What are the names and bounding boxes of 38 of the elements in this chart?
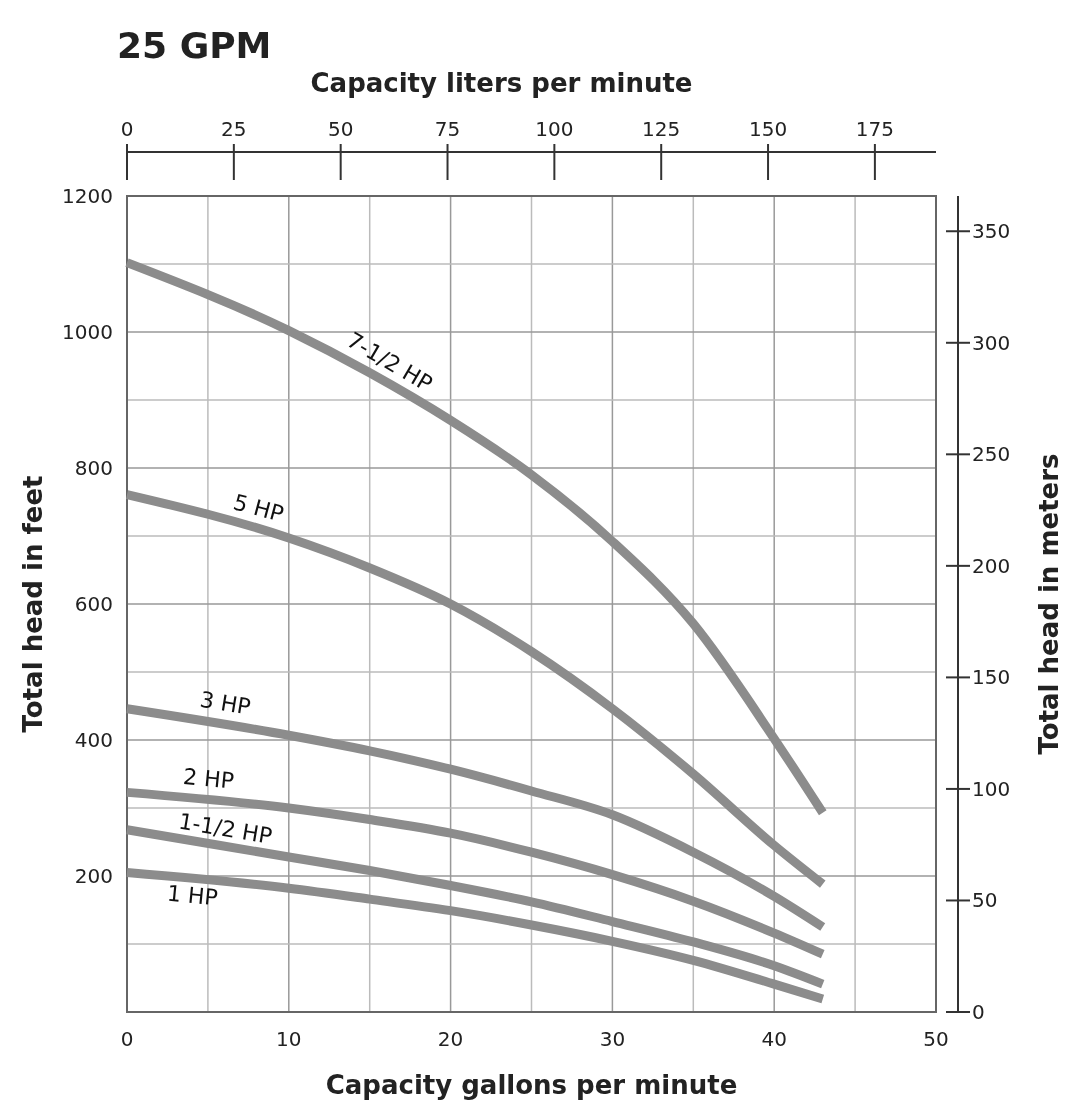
text: 3 HP (198, 686, 253, 720)
y2-axis-title: Total head in meters (1034, 453, 1064, 755)
y2-tick-label: 150 (972, 665, 1011, 690)
x2-tick-label: 150 (748, 117, 788, 141)
text: 5 HP (230, 489, 287, 527)
x-tick-label: 40 (761, 1027, 787, 1051)
x-tick-label: 10 (276, 1027, 302, 1051)
y-tick-label: 1200 (62, 184, 113, 208)
y2-tick-label: 0 (972, 1000, 985, 1024)
text: 1 HP (165, 880, 219, 911)
y-axis-title: Total head in feet (18, 475, 48, 733)
x-tick-label: 20 (437, 1027, 464, 1051)
x2-tick-label: 175 (855, 117, 894, 141)
text: 1-1/2 HP (176, 808, 274, 849)
y2-tick-label: 250 (972, 442, 1011, 467)
y2-tick-label: 100 (972, 776, 1011, 801)
y2-tick-label: 200 (972, 553, 1011, 578)
chart-title: 25 GPM (117, 25, 272, 66)
x-axis-title: Capacity gallons per minute (325, 1070, 738, 1100)
y-tick-label: 800 (74, 456, 113, 480)
x-tick-label: 0 (120, 1027, 134, 1051)
x2-axis-title: Capacity liters per minute (310, 68, 693, 98)
y-tick-label: 400 (74, 728, 113, 752)
x2-tick-label: 0 (120, 117, 134, 141)
y-tick-label: 200 (74, 864, 113, 888)
x2-tick-label: 100 (535, 117, 574, 141)
x2-tick-label: 25 (221, 117, 247, 141)
y2-tick-label: 50 (972, 888, 998, 913)
x2-tick-label: 75 (434, 117, 461, 141)
x2-tick-label: 50 (327, 117, 354, 141)
x2-tick-label: 125 (642, 117, 681, 141)
y2-tick-label: 350 (972, 219, 1011, 244)
y-tick-label: 600 (74, 592, 113, 616)
x-tick-label: 50 (923, 1027, 949, 1051)
x-tick-label: 30 (599, 1027, 626, 1051)
text: 2 HP (182, 763, 236, 794)
y2-tick-label: 300 (972, 330, 1011, 355)
y-tick-label: 1000 (62, 320, 113, 344)
